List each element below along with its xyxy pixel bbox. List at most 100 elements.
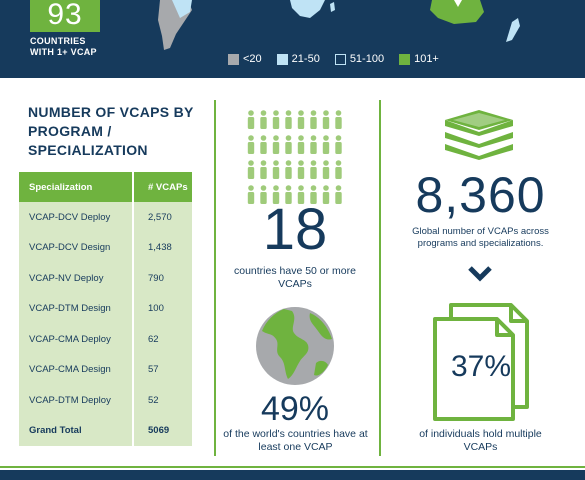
footer-line xyxy=(0,466,585,468)
table-row: VCAP-CMA Design 57 xyxy=(19,354,192,385)
stat-multiple-pct-caption: of individuals hold multiple VCAPs xyxy=(419,428,542,453)
legend-label: 21-50 xyxy=(291,53,320,65)
row-value: 62 xyxy=(134,324,192,355)
row-value: 2,570 xyxy=(134,202,192,233)
column-header-vcaps: # VCAPs xyxy=(134,172,192,202)
stat-world-pct-value: 49% xyxy=(260,390,330,428)
legend-item-under-20: <20 xyxy=(228,53,262,65)
row-name: VCAP-CMA Design xyxy=(19,354,132,385)
person-figure xyxy=(297,110,305,129)
document-icon xyxy=(433,303,529,421)
globe-icon xyxy=(256,307,334,385)
stat-global-total-value: 8,360 xyxy=(415,167,546,223)
map-australia-marker xyxy=(454,0,462,7)
header-separator xyxy=(0,78,585,82)
table-total-row: Grand Total 5069 xyxy=(19,415,192,446)
country-count: 93 xyxy=(47,0,83,31)
person-figure xyxy=(310,110,317,129)
person-figure xyxy=(260,110,267,129)
person-figure xyxy=(310,160,317,179)
person-figure xyxy=(297,160,305,179)
map-africa xyxy=(290,0,325,18)
row-value: 100 xyxy=(134,293,192,324)
person-figure xyxy=(247,185,255,204)
row-value: 57 xyxy=(134,354,192,385)
row-name: VCAP-DTM Design xyxy=(19,293,132,324)
footer-band xyxy=(0,470,585,480)
table-header: Specialization # VCAPs xyxy=(19,172,192,202)
column-divider-left xyxy=(214,100,216,456)
world-map xyxy=(158,0,520,50)
column-divider-right xyxy=(379,100,381,456)
stacked-layers-icon xyxy=(445,110,513,160)
table-row: VCAP-DTM Deploy 52 xyxy=(19,385,192,416)
stat-countries-50-value: 18 xyxy=(262,197,328,262)
total-name: Grand Total xyxy=(19,415,132,446)
map-new-zealand xyxy=(506,18,520,42)
stat-world-pct-caption: of the world's countries have at least o… xyxy=(223,428,368,453)
person-figure xyxy=(285,160,292,179)
map-madagascar xyxy=(330,2,335,12)
person-figure xyxy=(322,185,330,204)
header-band: 93 COUNTRIES WITH 1+ VCAP <20 21-50 51-1… xyxy=(0,0,585,78)
person-figure xyxy=(297,185,305,204)
legend-item-21-50: 21-50 xyxy=(276,53,320,65)
legend-swatch xyxy=(399,53,411,65)
person-figure xyxy=(285,185,292,204)
country-count-caption: COUNTRIES WITH 1+ VCAP xyxy=(30,36,97,58)
person-figure xyxy=(297,135,305,154)
person-figure xyxy=(335,185,342,204)
stat-multiple-pct-value: 37% xyxy=(450,350,512,383)
legend-label: 101+ xyxy=(414,53,439,65)
person-figure xyxy=(247,110,255,129)
person-figure xyxy=(322,135,330,154)
legend-label: <20 xyxy=(243,53,262,65)
person-figure xyxy=(322,110,330,129)
person-figure xyxy=(272,135,280,154)
stat-countries-50-caption: countries have 50 or more VCAPs xyxy=(234,265,356,290)
legend-label: 51-100 xyxy=(349,53,385,65)
person-figure xyxy=(272,160,280,179)
legend-item-101-plus: 101+ xyxy=(399,53,439,65)
person-figure xyxy=(335,160,342,179)
caption-line-2: WITH 1+ VCAP xyxy=(30,47,97,57)
map-legend: <20 21-50 51-100 101+ xyxy=(228,53,454,65)
person-figure xyxy=(310,135,317,154)
person-figure xyxy=(260,160,267,179)
programs-title: NUMBER OF VCAPs BY PROGRAM / SPECIALIZAT… xyxy=(28,104,194,158)
person-figure xyxy=(247,135,255,154)
row-name: VCAP-DCV Deploy xyxy=(19,202,132,233)
person-figure xyxy=(260,185,267,204)
table-row: VCAP-DCV Deploy 2,570 xyxy=(19,202,192,233)
total-value: 5069 xyxy=(134,415,192,446)
legend-swatch xyxy=(276,53,288,65)
caption-line-1: COUNTRIES xyxy=(30,36,86,46)
legend-swatch xyxy=(334,53,346,65)
column-header-specialization: Specialization xyxy=(19,172,132,202)
person-figure xyxy=(247,160,255,179)
row-value: 52 xyxy=(134,385,192,416)
row-value: 790 xyxy=(134,263,192,294)
legend-item-51-100: 51-100 xyxy=(334,53,385,65)
person-figure xyxy=(272,110,280,129)
row-value: 1,438 xyxy=(134,232,192,263)
chevron-down-icon xyxy=(468,266,492,282)
person-figure xyxy=(322,160,330,179)
vcap-table: Specialization # VCAPs VCAP-DCV Deploy 2… xyxy=(19,172,192,446)
country-count-box xyxy=(30,0,100,32)
people-grid-icon xyxy=(247,110,342,204)
person-figure xyxy=(285,135,292,154)
table-row: VCAP-DTM Design 100 xyxy=(19,293,192,324)
person-figure xyxy=(272,185,280,204)
map-australia xyxy=(430,0,484,24)
row-name: VCAP-DTM Deploy xyxy=(19,385,132,416)
row-name: VCAP-DCV Design xyxy=(19,232,132,263)
table-row: VCAP-DCV Design 1,438 xyxy=(19,232,192,263)
person-figure xyxy=(335,110,342,129)
table-row: VCAP-CMA Deploy 62 xyxy=(19,324,192,355)
person-figure xyxy=(285,110,292,129)
row-name: VCAP-NV Deploy xyxy=(19,263,132,294)
table-row: VCAP-NV Deploy 790 xyxy=(19,263,192,294)
legend-swatch xyxy=(228,53,239,65)
person-figure xyxy=(310,185,317,204)
